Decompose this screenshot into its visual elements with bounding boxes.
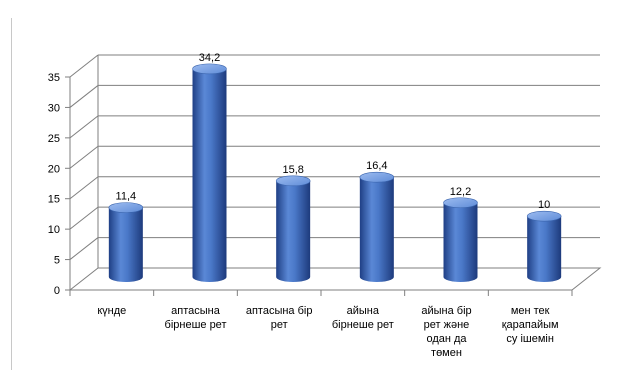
bar-top: [192, 63, 227, 75]
x-category-label-line: су ішемін: [506, 333, 554, 345]
x-category-label-line: айына бір: [421, 305, 471, 317]
chart-floor: [68, 267, 602, 291]
x-category-label-line: аптасына: [171, 305, 221, 317]
y-tick-label: 15: [48, 194, 60, 206]
x-category-label-line: одан да: [426, 333, 467, 345]
x-category-label-line: күнде: [97, 305, 126, 317]
x-category-label: аптасына бірнеше рет: [165, 305, 227, 331]
y-tick-label: 20: [48, 163, 60, 175]
y-tick-label: 30: [48, 102, 60, 114]
y-tick-label: 35: [48, 72, 60, 84]
bar: [275, 175, 311, 282]
x-category-label-line: бірнеше рет: [165, 319, 227, 331]
bar-body: [359, 177, 394, 282]
bar-body: [527, 216, 562, 282]
data-label: 16,4: [366, 160, 387, 172]
x-category-label-line: айына: [347, 305, 380, 317]
x-category-label-line: төмен: [431, 347, 462, 359]
x-category-label-line: аптасына бір: [246, 305, 313, 317]
x-category-label: айына бір рет және одан да төмен: [421, 305, 471, 359]
grid-layer: [65, 54, 602, 296]
gridline-diagonal: [69, 85, 99, 108]
x-category-label-line: мен тек: [511, 305, 550, 317]
bar-layer: [108, 63, 562, 283]
y-tick-label: 5: [54, 255, 60, 267]
y-tick-label: 10: [48, 224, 60, 236]
y-tick-label: 0: [54, 285, 60, 297]
bar: [108, 202, 144, 282]
gridline-diagonal: [69, 206, 99, 230]
gridline-diagonal: [69, 54, 99, 78]
x-category-label-line: рет: [271, 319, 288, 331]
data-label: 10: [538, 199, 550, 211]
bar-top: [359, 171, 395, 183]
bar-top: [275, 175, 311, 187]
gridline-diagonal: [69, 115, 99, 139]
bar-top: [443, 197, 478, 209]
bar-top: [526, 210, 562, 222]
bar: [526, 210, 562, 282]
bar: [192, 63, 227, 283]
label-layer: 0 5 10 15 20 25 30 35 11,4 34,2 15,8 16,4 12,2 10 күнд…: [48, 52, 559, 359]
left-border-line: [11, 18, 12, 370]
data-label: 11,4: [116, 191, 137, 203]
data-label: 34,2: [199, 52, 220, 64]
data-label: 12,2: [450, 186, 471, 198]
bar: [359, 171, 395, 282]
bar-body: [108, 207, 143, 282]
x-category-label: мен тек қарапайым су ішемін: [502, 305, 559, 345]
y-tick-label: 25: [48, 133, 60, 145]
x-category-label-line: бірнеше рет: [332, 319, 394, 331]
data-label: 15,8: [282, 164, 303, 176]
gridline-diagonal: [69, 237, 99, 260]
bar-body: [276, 180, 311, 282]
bar: [443, 197, 478, 282]
bar-body: [192, 68, 227, 283]
x-category-label: күнде: [97, 305, 126, 317]
gridline-diagonal: [69, 176, 99, 200]
x-category-label-line: қарапайым: [502, 319, 559, 331]
bar-top: [108, 202, 144, 213]
x-category-label: айына бірнеше рет: [332, 305, 394, 331]
x-category-label-line: рет және: [424, 319, 470, 331]
bar-body: [443, 202, 478, 282]
x-category-label: аптасына бір рет: [246, 305, 313, 331]
gridline-diagonal: [69, 145, 99, 169]
